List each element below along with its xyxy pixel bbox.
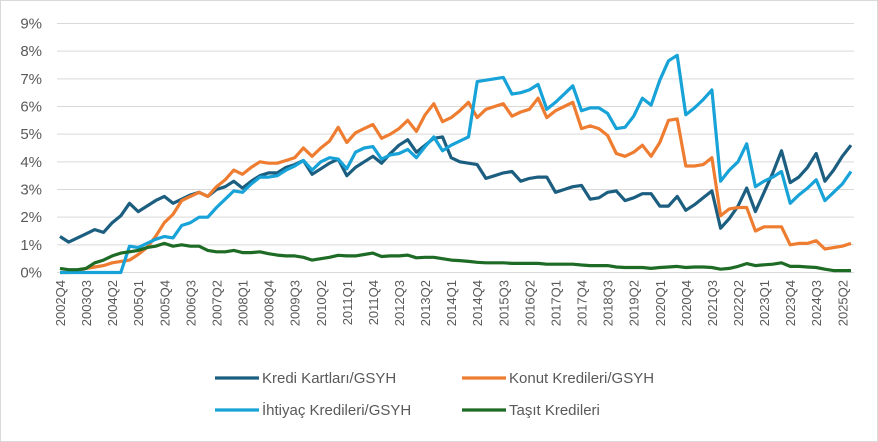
x-tick-label: 2009Q3 bbox=[288, 280, 303, 326]
x-tick-label: 2022Q2 bbox=[731, 280, 746, 326]
x-tick-label: 2008Q1 bbox=[236, 280, 251, 326]
legend-label: Konut Kredileri/GSYH bbox=[509, 370, 654, 387]
x-tick-label: 2004Q2 bbox=[105, 280, 120, 326]
series-lines bbox=[59, 53, 853, 275]
x-axis-ticks: 2002Q4 2003Q3 2004Q2 2005Q1 2005Q4 2006Q3 2007… bbox=[53, 280, 850, 326]
series-line-2 bbox=[60, 53, 853, 275]
x-tick-label: 2025Q2 bbox=[835, 280, 850, 326]
x-tick-label: 2007Q2 bbox=[209, 280, 224, 326]
y-tick-label: 4% bbox=[20, 154, 42, 171]
x-tick-label: 2002Q4 bbox=[53, 280, 68, 326]
x-tick-label: 2005Q4 bbox=[157, 280, 172, 326]
y-tick-label: 2% bbox=[20, 209, 42, 226]
legend-label: Kredi Kartları/GSYH bbox=[262, 370, 396, 387]
x-tick-label: 2013Q2 bbox=[418, 280, 433, 326]
x-tick-label: 2023Q4 bbox=[783, 280, 798, 326]
y-tick-label: 6% bbox=[20, 99, 42, 116]
x-tick-label: 2019Q2 bbox=[627, 280, 642, 326]
y-tick-label: 1% bbox=[20, 237, 42, 254]
legend-label: İhtiyaç Kredileri/GSYH bbox=[262, 401, 411, 419]
x-tick-label: 2014Q1 bbox=[444, 280, 459, 326]
x-tick-label: 2015Q3 bbox=[496, 280, 511, 326]
gridlines bbox=[57, 23, 854, 273]
x-tick-label: 2012Q3 bbox=[392, 280, 407, 326]
x-tick-label: 2014Q4 bbox=[470, 280, 485, 326]
x-tick-label: 2023Q1 bbox=[757, 280, 772, 326]
x-tick-label: 2024Q3 bbox=[809, 280, 824, 326]
y-tick-label: 8% bbox=[20, 43, 42, 60]
series-line-1 bbox=[60, 96, 852, 275]
x-tick-label: 2016Q2 bbox=[522, 280, 537, 326]
x-tick-label: 2018Q3 bbox=[601, 280, 616, 326]
x-tick-label: 2020Q1 bbox=[653, 280, 668, 326]
x-tick-label: 2003Q3 bbox=[79, 280, 94, 326]
y-tick-label: 5% bbox=[20, 126, 42, 143]
series-line-3 bbox=[59, 241, 851, 273]
y-tick-label: 7% bbox=[20, 71, 42, 88]
legend: Kredi Kartları/GSYH Konut Kredileri/GSYH İ… bbox=[215, 370, 654, 419]
x-tick-label: 2006Q3 bbox=[183, 280, 198, 326]
x-tick-label: 2011Q4 bbox=[366, 280, 381, 325]
x-tick-label: 2020Q4 bbox=[679, 280, 694, 326]
y-tick-label: 0% bbox=[20, 265, 42, 282]
x-tick-label: 2011Q1 bbox=[340, 280, 355, 325]
x-tick-label: 2010Q2 bbox=[314, 280, 329, 326]
x-tick-label: 2017Q1 bbox=[548, 280, 563, 326]
x-tick-label: 2005Q1 bbox=[131, 280, 146, 326]
y-axis-ticks: 0% 1% 2% 3% 4% 5% 6% 7% 8% 9% bbox=[20, 16, 42, 282]
x-tick-label: 2021Q3 bbox=[705, 280, 720, 326]
x-tick-label: 2017Q4 bbox=[575, 280, 590, 326]
x-tick-label: 2008Q4 bbox=[262, 280, 277, 326]
legend-label: Taşıt Kredileri bbox=[509, 402, 600, 419]
y-tick-label: 3% bbox=[20, 182, 42, 199]
y-tick-label: 9% bbox=[20, 16, 42, 33]
